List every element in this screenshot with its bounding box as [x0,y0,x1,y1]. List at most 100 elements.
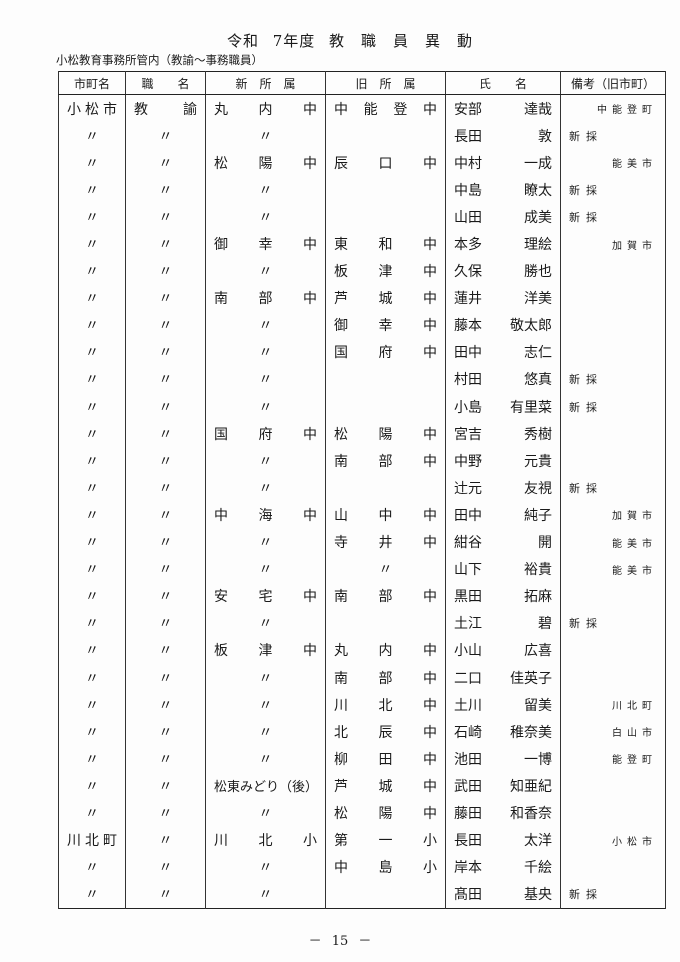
cell-remarks [560,420,666,448]
name-parts: 土江 碧 [454,613,552,633]
name-parts: 藤本 敬太郎 [454,315,552,335]
table-row: 〃〃〃〃山下 裕貴 能美市 [58,555,666,583]
remarks-content: 新採 [569,399,657,415]
cell-city: 〃 [58,799,126,827]
cell-position: 〃 [125,230,206,258]
new-hire-label: 新採 [569,617,603,631]
header-position: 職 名 [125,71,206,95]
given-name: 太洋 [524,833,552,850]
family-name: 小山 [454,643,482,660]
former-city: 中能登町 [597,105,657,117]
name-parts: 田中 純子 [454,505,552,525]
cell-name: 中村 一成 [445,149,561,177]
cell-remarks: 白山市 [560,718,666,746]
name-parts: 岸本 千絵 [454,857,552,877]
name-parts: 小山 広喜 [454,640,552,660]
cell-new-school: 中海中 [205,501,326,529]
cell-new-school: 〃 [205,609,326,637]
table-row: 〃〃松東みどり（後） 芦城中 武田 知亜紀 [58,772,666,800]
given-name: 秀樹 [524,426,552,443]
given-name: 一成 [524,155,552,172]
cell-city: 〃 [58,338,126,366]
cell-position: 〃 [125,528,206,556]
cell-remarks [560,447,666,475]
table-row: 〃〃〃北辰中 石崎 稚奈美 白山市 [58,718,666,746]
given-name: 理絵 [524,237,552,254]
cell-old-school: 辰口中 [325,149,446,177]
cell-remarks: 新採 [560,393,666,421]
cell-new-school: 〃 [205,203,326,231]
table-row: 〃〃〃柳田中 池田 一博 能登町 [58,745,666,773]
cell-name: 山田 成美 [445,203,561,231]
cell-name: 村田 悠真 [445,365,561,394]
table-row: 〃〃松陽中 辰口中 中村 一成 能美市 [58,149,666,177]
former-city: 能登町 [612,755,657,767]
cell-name: 二口 佳英子 [445,663,561,692]
cell-position: 〃 [125,745,206,773]
table-row: 〃〃〃長田敦新採 [58,122,666,150]
former-city: 能美市 [612,159,657,171]
cell-position: 〃 [125,474,206,502]
cell-old-school: 南部中 [325,447,446,475]
cell-name: 藤田 和香奈 [445,799,561,827]
cell-name: 蓮井 洋美 [445,284,561,312]
cell-remarks: 新採 [560,176,666,204]
name-parts: 藤田 和香奈 [454,803,552,823]
cell-old-school: 東和中 [325,230,446,258]
table-row: 〃〃御幸中 東和中 本多 理絵 加賀市 [58,230,666,258]
table-row: 〃〃〃土江碧新採 [58,609,666,637]
name-parts: 長田 太洋 [454,830,552,850]
remarks-content: 新採 [569,182,657,198]
given-name: 悠真 [524,372,552,389]
family-name: 本多 [454,237,482,254]
given-name: 洋美 [524,291,552,308]
cell-city: 小松市 [58,94,126,123]
cell-position: 〃 [125,691,206,719]
name-parts: 黒田 拓麻 [454,586,552,606]
header-city: 市町名 [58,71,126,95]
cell-new-school: 川北小 [205,826,326,854]
cell-name: 山下 裕貴 [445,555,561,583]
table-row: 〃〃〃御幸中 藤本 敬太郎 [58,311,666,339]
given-name: 広喜 [524,643,552,660]
new-hire-label: 新採 [569,481,603,495]
new-hire-label: 新採 [569,129,603,143]
cell-name: 石崎 稚奈美 [445,718,561,746]
cell-old-school [325,609,446,637]
cell-remarks: 中能登町 [560,94,666,123]
remarks-content: 能美市 [569,562,657,577]
header-new-school: 新 所 属 [205,71,326,95]
family-name: 長田 [454,833,482,850]
cell-remarks [560,636,666,664]
given-name: 碧 [538,616,552,633]
cell-remarks: 新採 [560,203,666,231]
former-city: 小松市 [612,836,657,848]
cell-city: 〃 [58,582,126,610]
table-header-row: 市町名 職 名 新 所 属 旧 所 属 氏 名 備考（旧市町） [58,71,666,95]
cell-position: 〃 [125,880,206,909]
table-row: 〃〃〃辻元 友視 新採 [58,474,666,502]
name-parts: 山下 裕貴 [454,559,552,579]
cell-position: 〃 [125,149,206,177]
name-parts: 土川 留美 [454,695,552,715]
family-name: 村田 [454,372,482,389]
remarks-content: 中能登町 [569,101,657,116]
remarks-content: 加賀市 [569,507,657,522]
family-name: 紺谷 [454,535,482,552]
cell-position: 〃 [125,772,206,800]
table-row: 小松市 教諭 丸内中 中能登中 安部 達哉 中能登町 [58,94,666,123]
cell-new-school: 〃 [205,474,326,502]
given-name: 基央 [524,887,552,904]
cell-old-school: 御幸中 [325,311,446,339]
cell-remarks: 能登町 [560,745,666,773]
cell-new-school: 〃 [205,853,326,881]
cell-position: 〃 [125,365,206,394]
given-name: 千絵 [524,860,552,877]
cell-city: 〃 [58,420,126,448]
cell-remarks: 新採 [560,474,666,502]
cell-new-school: 〃 [205,663,326,692]
name-parts: 二口 佳英子 [454,668,552,688]
name-parts: 山田 成美 [454,207,552,227]
cell-city: 〃 [58,365,126,394]
cell-old-school: 中島小 [325,853,446,881]
